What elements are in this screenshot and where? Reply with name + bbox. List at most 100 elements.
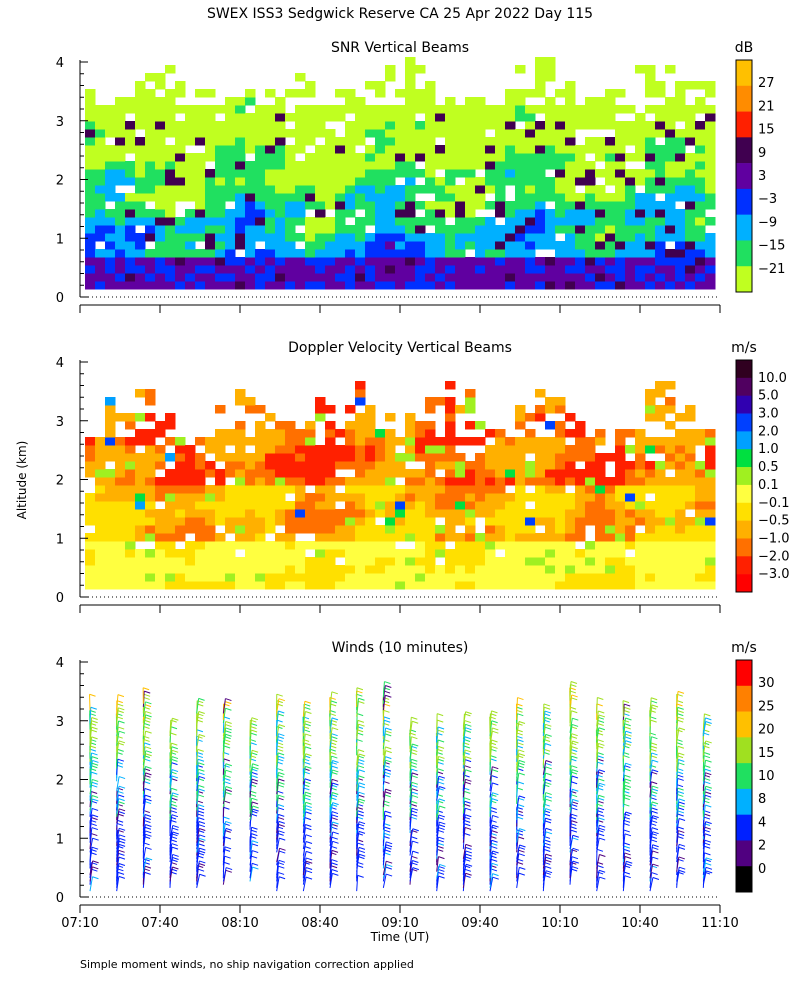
- panel-1-axes: SNR Vertical Beams 0 1 2 3 4: [56, 40, 721, 313]
- y-tick-label: 1: [56, 532, 64, 547]
- x-tick-label: 11:10: [701, 916, 738, 931]
- colorbar-swatch: [736, 449, 752, 468]
- colorbar-label: 15: [758, 123, 775, 138]
- x-tick-label: 07:10: [61, 916, 98, 931]
- colorbar-swatch: [736, 737, 752, 764]
- colorbar-swatch: [736, 395, 752, 414]
- figure-title: SWEX ISS3 Sedgwick Reserve CA 25 Apr 202…: [206, 6, 594, 22]
- colorbar-swatch: [736, 137, 752, 164]
- y-tick-label: 1: [56, 832, 64, 847]
- colorbar-unit: dB: [735, 40, 754, 56]
- x-tick-label: 09:10: [381, 916, 418, 931]
- colorbar-swatch: [736, 163, 752, 190]
- colorbar-label: −15: [758, 239, 785, 254]
- colorbar-label: 30: [758, 676, 775, 691]
- y-tick-label: 1: [56, 232, 64, 247]
- doppler-panel: [85, 381, 716, 590]
- x-tick-label: 08:40: [301, 916, 338, 931]
- panel-2-title: Doppler Velocity Vertical Beams: [288, 340, 512, 356]
- colorbar-label: 2: [758, 839, 766, 854]
- colorbar-label: −3.0: [758, 567, 790, 582]
- colorbar-label: −2.0: [758, 549, 790, 564]
- colorbar-swatch: [736, 188, 752, 215]
- colorbar-swatch: [736, 266, 752, 293]
- y-tick-label: 0: [56, 591, 64, 606]
- colorbar-swatch: [736, 240, 752, 267]
- colorbar-label: 2.0: [758, 424, 779, 439]
- colorbar-label: 20: [758, 723, 775, 738]
- colorbar-label: 1.0: [758, 442, 779, 457]
- colorbar-label: −3: [758, 192, 777, 207]
- colorbar-swatch: [736, 866, 752, 893]
- y-tick-label: 2: [56, 174, 64, 189]
- colorbar-swatch: [736, 520, 752, 539]
- colorbar-label: −1.0: [758, 531, 790, 546]
- y-tick-label: 0: [56, 291, 64, 306]
- colorbar-swatch: [736, 763, 752, 790]
- y-tick-label: 0: [56, 891, 64, 906]
- colorbar-label: 25: [758, 699, 775, 714]
- y-tick-label: 3: [56, 115, 64, 130]
- x-axis-label: Time (UT): [370, 930, 430, 944]
- colorbar-label: 15: [758, 746, 775, 761]
- colorbar-swatch: [736, 685, 752, 712]
- colorbar-label: −21: [758, 262, 785, 277]
- y-tick-label: 3: [56, 415, 64, 430]
- panel-1-colorbar: dB 27 21 15 9 3 −3 −9 −15 −21: [735, 40, 785, 293]
- panel-2-axes: Doppler Velocity Vertical Beams 0 1 2 3 4: [56, 340, 721, 613]
- colorbar-label: 10.0: [758, 371, 787, 386]
- panel-3-axes: Winds (10 minutes) 0 1 2 3 4 07:10 07:40 08:10 08…: [56, 640, 739, 931]
- colorbar-label: 10: [758, 769, 775, 784]
- colorbar-swatch: [736, 840, 752, 867]
- colorbar-label: 3: [758, 169, 766, 184]
- y-axis-label: Altitude (km): [15, 441, 29, 520]
- colorbar-swatch: [736, 574, 752, 593]
- colorbar-label: 27: [758, 76, 775, 91]
- colorbar-swatch: [736, 360, 752, 379]
- x-tick-label: 10:40: [621, 916, 658, 931]
- colorbar-unit: m/s: [731, 340, 757, 356]
- panel-3-title: Winds (10 minutes): [332, 640, 469, 656]
- colorbar-label: 9: [758, 146, 766, 161]
- colorbar-label: 0.1: [758, 478, 779, 493]
- colorbar-swatch: [736, 85, 752, 112]
- y-tick-label: 4: [56, 56, 64, 71]
- x-tick-label: 10:10: [541, 916, 578, 931]
- colorbar-swatch: [736, 484, 752, 504]
- colorbar-unit: m/s: [731, 640, 757, 656]
- colorbar-swatch: [736, 431, 752, 450]
- colorbar-label: 0.5: [758, 460, 779, 475]
- snr-panel: [85, 57, 716, 290]
- panel-1-title: SNR Vertical Beams: [331, 40, 469, 56]
- y-tick-label: 3: [56, 715, 64, 730]
- colorbar-swatch: [736, 467, 752, 486]
- colorbar-swatch: [736, 214, 752, 241]
- colorbar-label: −9: [758, 215, 777, 230]
- colorbar-swatch: [736, 788, 752, 815]
- colorbar-swatch: [736, 377, 752, 396]
- colorbar-label: 0: [758, 862, 766, 877]
- colorbar-label: 3.0: [758, 407, 779, 422]
- footer-note: Simple moment winds, no ship navigation …: [80, 958, 414, 971]
- y-tick-label: 4: [56, 356, 64, 371]
- wind-barbs: [89, 681, 713, 892]
- colorbar-label: 4: [758, 815, 766, 830]
- y-tick-label: 4: [56, 656, 64, 671]
- colorbar-label: 8: [758, 792, 766, 807]
- x-tick-label: 09:40: [461, 916, 498, 931]
- y-tick-label: 2: [56, 474, 64, 489]
- x-tick-label: 07:40: [141, 916, 178, 931]
- colorbar-swatch: [736, 814, 752, 841]
- colorbar-label: −0.5: [758, 514, 790, 529]
- colorbar-swatch: [736, 60, 752, 87]
- colorbar-label: −0.1: [758, 496, 790, 511]
- panel-2-colorbar: m/s10.0 5.0 3.0 2.0 1.0 0.5 0.1 −0.1 −0.5 −1.0 −2.…: [731, 340, 790, 593]
- colorbar-swatch: [736, 111, 752, 138]
- colorbar-swatch: [736, 502, 752, 521]
- colorbar-swatch: [736, 556, 752, 575]
- y-tick-label: 2: [56, 774, 64, 789]
- colorbar-swatch: [736, 711, 752, 738]
- colorbar-swatch: [736, 413, 752, 432]
- colorbar-label: 21: [758, 99, 775, 114]
